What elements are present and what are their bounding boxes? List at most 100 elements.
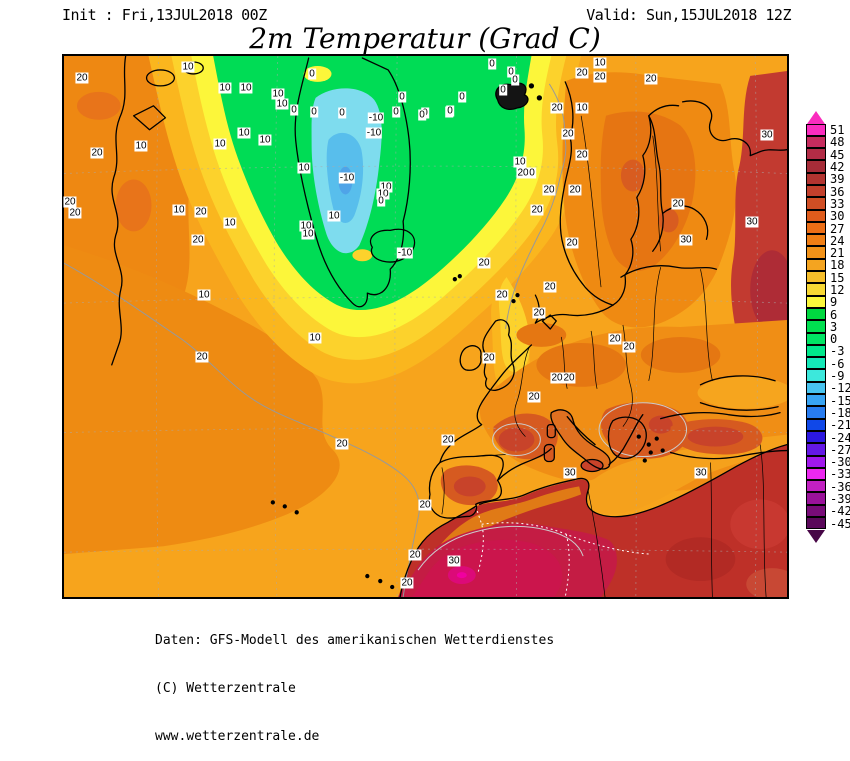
legend-value: 36 [830, 184, 845, 199]
contour-label: 0 [499, 84, 507, 96]
legend-value: -36 [830, 479, 850, 494]
contour-label: 20 [75, 72, 89, 84]
legend-value: 6 [830, 307, 838, 322]
legend-value: -21 [830, 418, 850, 433]
legend-value: -15 [830, 393, 850, 408]
contour-label: 10 [223, 217, 237, 229]
legend-value: -30 [830, 455, 850, 470]
contour-label: 20 [191, 234, 205, 246]
legend-entry: 30 [806, 209, 850, 222]
legend-value: 27 [830, 221, 845, 236]
legend-entry: -42 [806, 504, 850, 517]
legend-entry: 18 [806, 258, 850, 273]
contour-label: 10 [513, 156, 527, 168]
legend-swatch [806, 283, 826, 296]
legend-arrow-top [807, 111, 825, 124]
country-borders [441, 115, 767, 597]
contour-label: 10 [376, 188, 390, 200]
contour-label: 0 [418, 109, 426, 121]
contour-label: 20 [400, 577, 414, 589]
legend-value: 18 [830, 258, 845, 273]
contour-label: 10 [237, 127, 251, 139]
contour-label: 20 [550, 102, 564, 114]
contour-label: 10 [379, 181, 393, 193]
legend-entry: 39 [806, 172, 850, 185]
legend-swatch [806, 332, 826, 345]
legend-swatch [806, 246, 826, 259]
sahara-borders [475, 506, 651, 597]
contour-label: 0 [338, 107, 346, 119]
legend-value: -24 [830, 430, 850, 445]
legend-value: 12 [830, 283, 845, 297]
contour-label: 10 [308, 332, 322, 344]
legend-entry: 45 [806, 148, 850, 161]
contour-label: 0 [377, 195, 385, 207]
contour-label: 20 [527, 391, 541, 403]
contour-label: 20 [195, 351, 209, 363]
contour-label: 20 [568, 184, 582, 196]
legend-entry: 48 [806, 135, 850, 150]
contour-label: 30 [745, 216, 759, 228]
contour-label: 0 [446, 105, 454, 117]
legend-value: 42 [830, 160, 845, 175]
contour-label: 20 [622, 341, 636, 353]
contour-label: 0 [310, 106, 318, 118]
legend-value: 9 [830, 295, 838, 310]
contour-label: 0 [458, 91, 466, 103]
contour-label: 20 [644, 73, 658, 85]
contour-label: 10 [271, 88, 285, 100]
credits-source: Daten: GFS-Modell des amerikanischen Wet… [155, 633, 555, 648]
contour-label: 20 [441, 434, 455, 446]
contour-label: 10 [172, 204, 186, 216]
legend-entry: 42 [806, 160, 850, 175]
legend-entry: 36 [806, 184, 850, 199]
legend-swatch [806, 443, 826, 456]
contour-label: 30 [563, 467, 577, 479]
contour-label: 20 [90, 147, 104, 159]
contour-label: 10 [213, 138, 227, 150]
map-credits: Daten: GFS-Modell des amerikanischen Wet… [155, 601, 554, 761]
legend-swatch [806, 258, 826, 272]
contour-label: -10 [338, 172, 356, 184]
legend-entry: -39 [806, 492, 850, 505]
legend-value: 15 [830, 270, 845, 285]
valid-time-label: Valid: Sun,15JUL2018 12Z [586, 6, 791, 24]
contour-label: 30 [760, 129, 774, 141]
legend-swatch [806, 418, 826, 431]
legend-swatch [806, 406, 826, 419]
legend-value: -33 [830, 467, 850, 482]
contour-label: 20 [335, 438, 349, 450]
contour-label: 0 [398, 91, 406, 103]
temperature-field [64, 56, 787, 597]
init-time-label: Init : Fri,13JUL2018 00Z [62, 6, 267, 24]
contour-label: 20 [561, 128, 575, 140]
graticule [64, 56, 787, 597]
legend-value: 48 [830, 135, 845, 150]
legend-swatch [806, 160, 826, 173]
contour-label: 20 [63, 196, 77, 208]
contour-label: 0 [392, 106, 400, 118]
map-image [64, 56, 787, 597]
legend-entry: -27 [806, 443, 850, 456]
legend-swatch [806, 148, 826, 161]
legend-entry: 33 [806, 197, 850, 210]
legend-arrow-bottom [807, 529, 825, 543]
contour-label: 10 [299, 220, 313, 232]
legend-value: -18 [830, 405, 850, 420]
legend-swatch [806, 455, 826, 468]
legend-entry: -45 [806, 517, 850, 530]
contour-label: 20 [671, 198, 685, 210]
contour-label: 20 [565, 237, 579, 249]
legend-value: -3 [830, 344, 845, 359]
contour-label: 20 [530, 204, 544, 216]
legend-swatch [806, 394, 826, 407]
contour-label: -10 [396, 247, 414, 259]
legend-entry: 9 [806, 295, 850, 310]
contour-label: 20 [532, 307, 546, 319]
contour-label: 10 [593, 57, 607, 69]
contour-label: 10 [134, 140, 148, 152]
legend-swatch [806, 123, 826, 136]
legend-swatch [806, 172, 826, 185]
legend-swatch [806, 234, 826, 247]
contour-label: 20 [562, 372, 576, 384]
